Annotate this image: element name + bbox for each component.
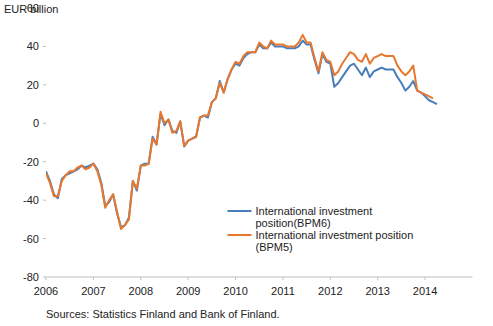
x-tick-label: 2009 [176,285,200,297]
legend-label: International investmentposition(BPM6) [256,205,373,229]
x-tick [46,277,47,280]
legend-label-line: position(BPM6) [256,217,331,229]
y-axis-label: EUR billion [4,3,58,15]
x-tick [140,277,141,280]
legend-label-line: (BPM5) [256,241,293,253]
legend-swatch [228,210,252,212]
x-tick-label: 2010 [223,285,247,297]
y-tick [43,8,46,9]
x-tick [377,277,378,280]
legend-label: International investment position(BPM5) [256,229,414,253]
y-tick-label: 20 [27,79,39,91]
x-tick [282,277,283,280]
y-tick [43,161,46,162]
y-tick-label: -40 [23,194,39,206]
plot-area [46,35,437,229]
x-tick-label: 2013 [365,285,389,297]
x-tick-label: 2011 [271,285,295,297]
y-tick [43,238,46,239]
series-line [46,35,433,229]
x-axis-line [46,277,473,278]
legend: International investmentposition(BPM6)In… [224,203,469,259]
y-tick [43,84,46,85]
x-tick-label: 2006 [34,285,58,297]
y-tick-label: 0 [33,117,39,129]
y-tick [43,123,46,124]
x-tick-label: 2008 [129,285,153,297]
chart: EUR billion -80 -60 -40 -20 0 20 40 60 2006 2007 20… [0,0,493,326]
y-tick-label: 40 [27,40,39,52]
y-tick [43,46,46,47]
x-tick-label: 2012 [318,285,342,297]
legend-label-line: International investment [256,205,373,217]
legend-label-line: International investment position [256,229,414,241]
x-tick [188,277,189,280]
x-tick [93,277,94,280]
x-tick-label: 2014 [413,285,437,297]
y-tick-label: 60 [27,2,39,14]
y-tick-label: -60 [23,233,39,245]
y-tick [43,200,46,201]
x-tick [235,277,236,280]
y-tick-label: -20 [23,156,39,168]
x-tick [425,277,426,280]
legend-swatch [228,234,252,236]
x-tick [330,277,331,280]
source-note: Sources: Statistics Finland and Bank of … [46,308,280,320]
y-tick-label: -80 [23,271,39,283]
x-tick-label: 2007 [81,285,105,297]
legend-box [224,203,469,259]
